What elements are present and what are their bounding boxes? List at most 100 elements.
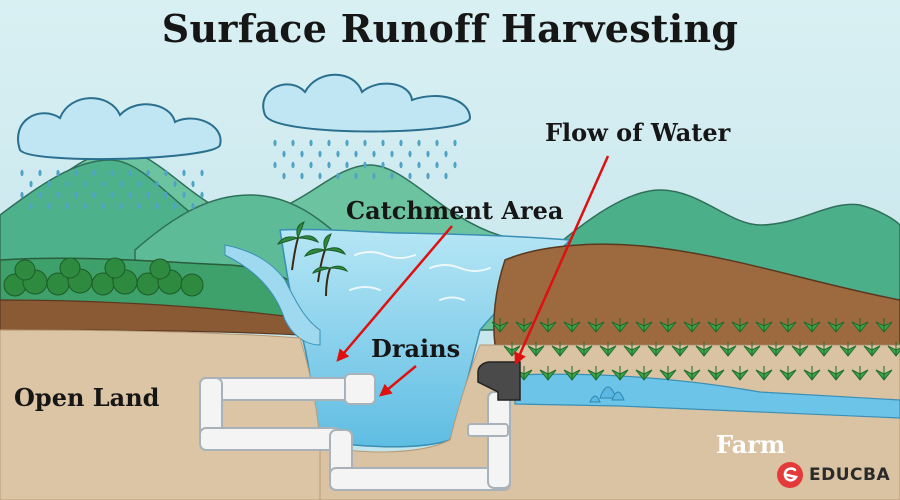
crop-plant <box>551 342 569 357</box>
rain-drop <box>426 150 430 158</box>
rain-drop <box>327 139 331 147</box>
river-inflow <box>224 244 321 346</box>
rain-drop <box>146 191 150 199</box>
crop-plant <box>779 318 797 333</box>
rain-drop <box>182 191 186 199</box>
rain-drop <box>92 169 96 177</box>
label-flow-of-water: Flow of Water <box>545 118 731 147</box>
crop-plant <box>815 342 833 357</box>
rain-drop <box>20 191 24 199</box>
crop-plant <box>659 366 677 381</box>
rain-drop <box>345 139 349 147</box>
rain-drop <box>390 150 394 158</box>
rain-drop <box>155 202 159 210</box>
rain-drop <box>408 172 412 180</box>
rain-drop <box>300 150 304 158</box>
label-drains: Drains <box>371 334 461 363</box>
crop-plant <box>707 366 725 381</box>
rain-drop <box>128 169 132 177</box>
rain-drop <box>191 180 195 188</box>
rain-drop <box>83 180 87 188</box>
rain-drop <box>273 139 277 147</box>
drain-pipe-system <box>199 373 511 491</box>
brand-watermark: EDUCBA <box>776 460 890 490</box>
crop-plant <box>755 318 773 333</box>
rain-drop <box>291 161 295 169</box>
rain-drop <box>399 139 403 147</box>
rain-drop <box>435 161 439 169</box>
educba-logo-icon <box>777 462 803 488</box>
rain-drop <box>273 161 277 169</box>
crop-plant <box>611 318 629 333</box>
rain-drop <box>372 150 376 158</box>
crop-plant <box>647 342 665 357</box>
rain-drop <box>47 180 51 188</box>
rain-drop <box>345 161 349 169</box>
rain-drop <box>381 161 385 169</box>
rain-drop <box>200 169 204 177</box>
crop-plant <box>575 342 593 357</box>
rain-drop <box>110 191 114 199</box>
crop-plant <box>623 342 641 357</box>
crop-plant <box>695 342 713 357</box>
rain-drop <box>137 202 141 210</box>
rain-drop <box>417 139 421 147</box>
rain-drop <box>29 202 33 210</box>
rain-drop <box>146 169 150 177</box>
rain-drop <box>408 150 412 158</box>
crop-plant <box>503 342 521 357</box>
crop-plant <box>791 342 809 357</box>
crop-plant <box>563 318 581 333</box>
crop-plant <box>611 366 629 381</box>
rain-drop <box>182 169 186 177</box>
crop-plant <box>587 318 605 333</box>
crop-plant <box>539 318 557 333</box>
rain-drops <box>20 139 457 210</box>
rain-drop <box>38 169 42 177</box>
rain-drop <box>119 202 123 210</box>
crop-plant <box>635 366 653 381</box>
crop-plant <box>635 318 653 333</box>
crop-plant <box>851 318 869 333</box>
water-ripples <box>349 251 491 301</box>
crop-plant <box>527 342 545 357</box>
rain-drop <box>110 169 114 177</box>
crop-plant <box>671 342 689 357</box>
palm-trees <box>291 237 331 297</box>
crop-plant <box>803 318 821 333</box>
crop-plant <box>539 366 557 381</box>
rain-drop <box>453 161 457 169</box>
crop-plant <box>731 318 749 333</box>
rain-drop <box>381 139 385 147</box>
rain-drop <box>128 191 132 199</box>
rain-drop <box>363 139 367 147</box>
rain-drop <box>137 180 141 188</box>
rain-clouds <box>17 73 472 161</box>
label-farm: Farm <box>716 430 786 459</box>
crop-plant <box>659 318 677 333</box>
crop-plant <box>851 366 869 381</box>
rain-drop <box>399 161 403 169</box>
rain-drop <box>173 180 177 188</box>
crop-plant <box>491 318 509 333</box>
crop-plant <box>707 318 725 333</box>
rain-drop <box>336 150 340 158</box>
rain-drop <box>74 169 78 177</box>
rain-drop <box>56 169 60 177</box>
rain-drop <box>444 150 448 158</box>
crop-plant <box>839 342 857 357</box>
rain-drop <box>173 202 177 210</box>
rain-drop <box>282 150 286 158</box>
rain-drop <box>318 172 322 180</box>
crop-plant <box>767 342 785 357</box>
rain-drop <box>191 202 195 210</box>
rain-drop <box>101 202 105 210</box>
farm-crops <box>491 318 900 381</box>
pipe-elbow-outlet <box>477 361 521 401</box>
rain-drop <box>426 172 430 180</box>
rain-drop <box>92 191 96 199</box>
rain-drop <box>65 180 69 188</box>
rain-drop <box>38 191 42 199</box>
crop-plant <box>683 366 701 381</box>
